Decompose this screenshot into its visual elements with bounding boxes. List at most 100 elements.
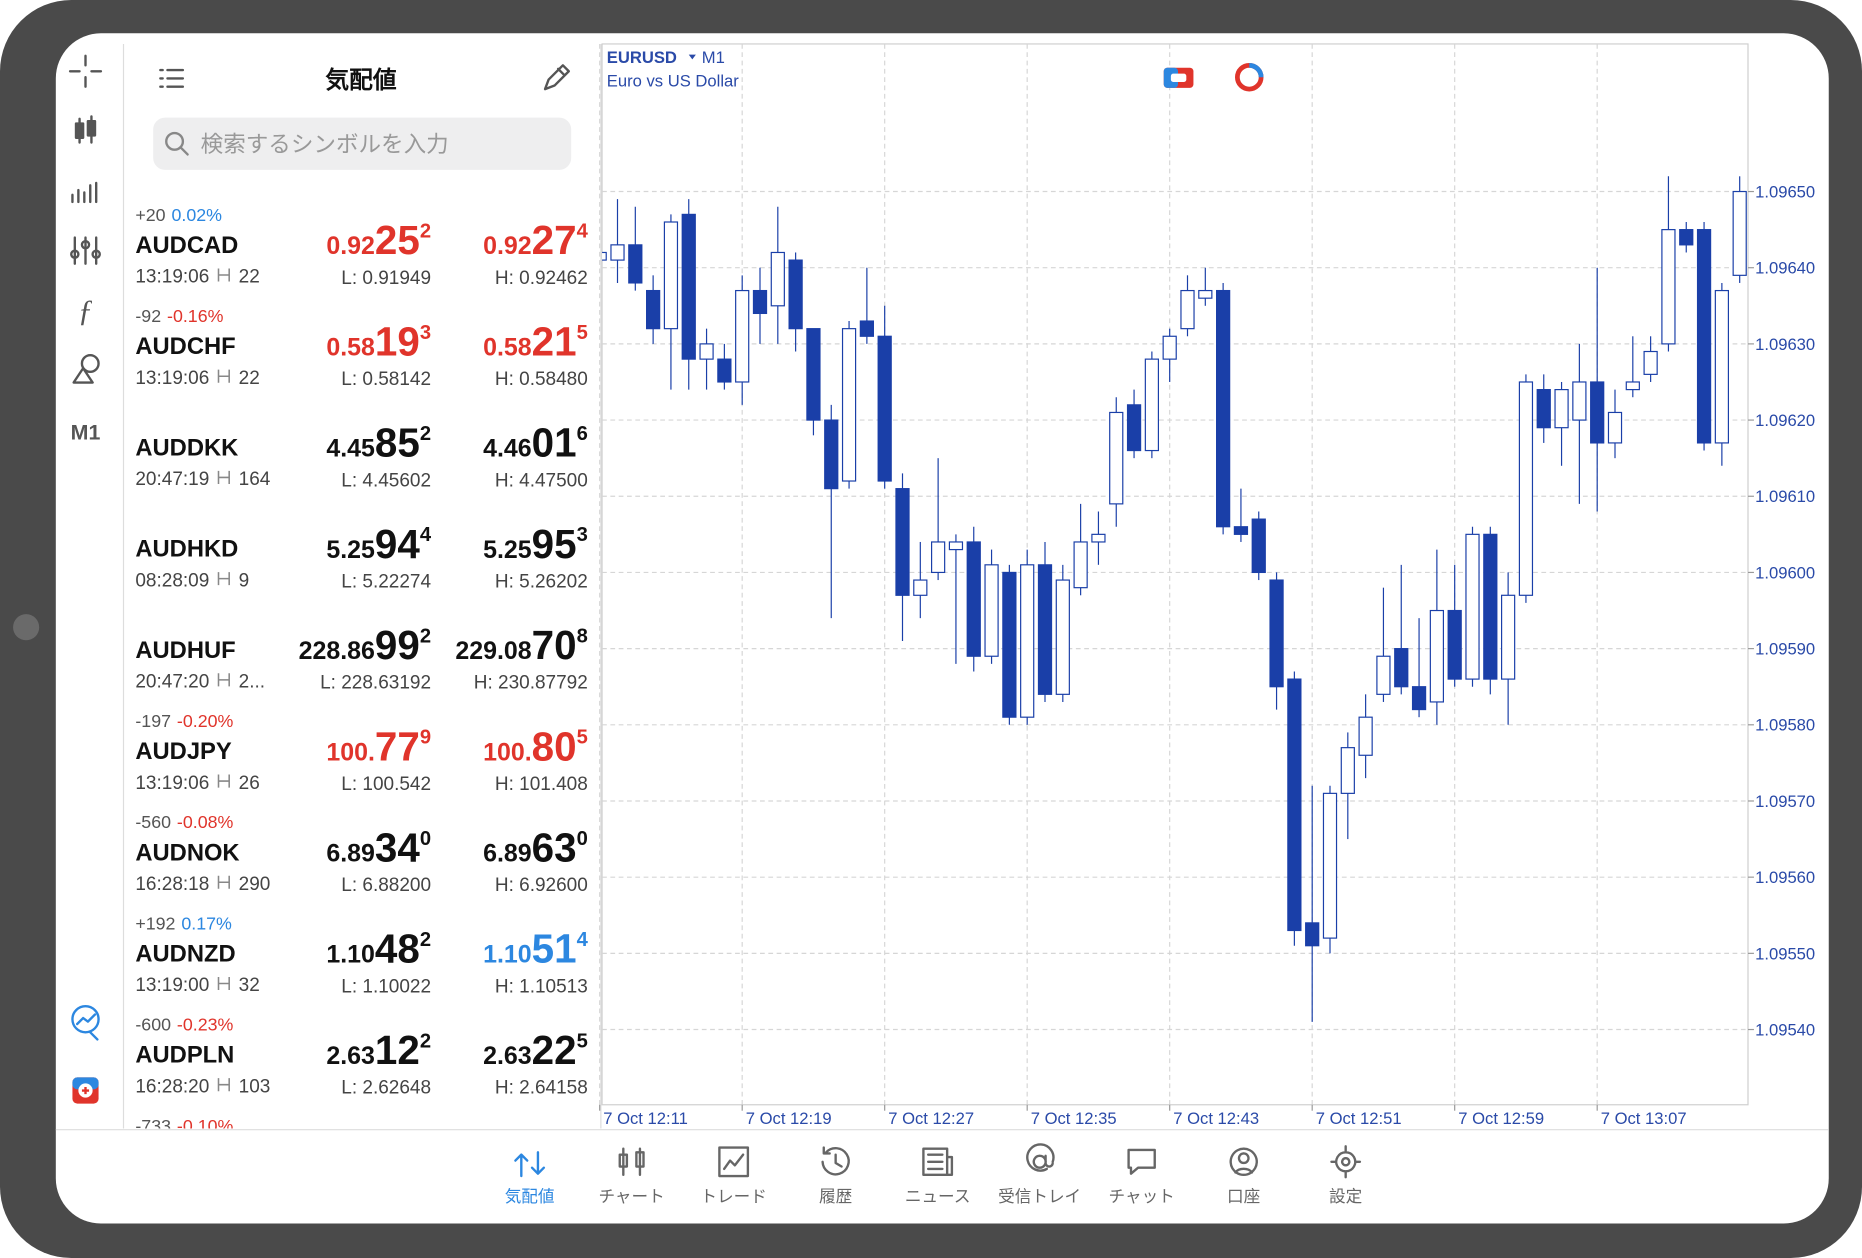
price-small: 2 <box>420 625 431 647</box>
tab-icon <box>1127 1148 1156 1175</box>
quote-time: 13:19:06 <box>135 267 209 288</box>
change-line: -92 -0.16% <box>135 306 223 326</box>
candle <box>1305 785 1320 1022</box>
quote-row[interactable]: -733 -0.10% <box>135 1116 233 1136</box>
price-prefix: 100. <box>483 738 532 766</box>
objects-icon[interactable] <box>72 353 100 384</box>
candle-body <box>788 259 803 330</box>
tab[interactable]: ニュース <box>905 1147 971 1206</box>
tab[interactable]: チャート <box>598 1147 665 1206</box>
change-percent: 0.02% <box>172 205 223 225</box>
tab[interactable]: 受信トレイ <box>998 1143 1081 1206</box>
tab[interactable]: トレード <box>700 1146 767 1207</box>
price-prefix: 0.92 <box>483 232 532 260</box>
candle <box>770 206 785 344</box>
tab-label: チャット <box>1109 1187 1175 1206</box>
price-small: 4 <box>577 929 589 951</box>
candle <box>806 328 821 436</box>
trade-levels-icon[interactable] <box>1235 62 1264 92</box>
candle-body <box>628 244 643 284</box>
y-tick-label: 1.09540 <box>1755 1020 1815 1039</box>
list-icon[interactable] <box>159 68 185 88</box>
one-click-trading-icon[interactable] <box>1163 67 1194 88</box>
tab[interactable]: 口座 <box>1227 1147 1260 1206</box>
tab[interactable]: 履歴 <box>819 1146 852 1207</box>
price-prefix: 6.89 <box>326 839 375 867</box>
edit-icon[interactable] <box>543 64 570 91</box>
tab[interactable]: 気配値 <box>505 1151 555 1206</box>
tab-icon <box>718 1146 750 1178</box>
bid-price: 1.10482 <box>326 926 431 972</box>
candle <box>1732 176 1747 283</box>
price-big: 63 <box>532 824 577 870</box>
price-small: 9 <box>420 727 431 749</box>
price-prefix: 0.58 <box>326 333 375 361</box>
candle-body <box>1180 289 1195 330</box>
trade-icon[interactable] <box>71 1004 100 1041</box>
candle-body <box>646 289 661 330</box>
candle-body <box>770 251 785 307</box>
function-icon[interactable]: ƒ <box>78 293 93 328</box>
quote-time: 20:47:20 <box>135 672 209 693</box>
candle <box>1180 275 1195 337</box>
search-box[interactable] <box>153 117 572 170</box>
candle <box>895 473 910 642</box>
bars-icon[interactable] <box>71 181 98 204</box>
quote-row[interactable]: AUDHUF 20:47:20 2... 228.86992 229.08708 L: 2… <box>135 622 587 694</box>
search-icon <box>165 131 189 156</box>
candle-body <box>1643 350 1658 375</box>
x-tick-label: 7 Oct 12:27 <box>888 1109 974 1128</box>
chart-symbol[interactable]: EURUSD <box>607 48 677 67</box>
spread: 32 <box>239 975 260 996</box>
candle <box>1091 511 1106 565</box>
candle <box>1394 564 1409 695</box>
candle-body <box>1501 594 1516 680</box>
candle-body <box>913 579 928 596</box>
candle-body <box>1376 655 1391 695</box>
quote-row[interactable]: AUDDKK 20:47:19 164 4.45852 4.46016 L: 4.4560… <box>135 420 587 492</box>
ask-price: 2.63225 <box>483 1027 588 1073</box>
candles-icon[interactable] <box>74 115 97 144</box>
tab[interactable]: 設定 <box>1329 1145 1362 1206</box>
candle-body <box>806 328 821 421</box>
change-percent: -0.16% <box>167 306 224 326</box>
candle <box>1287 671 1302 946</box>
day-low: L: 1.10022 <box>341 976 431 997</box>
tab-label: 受信トレイ <box>998 1187 1081 1206</box>
spread: 26 <box>239 773 260 794</box>
candle-body <box>824 419 839 490</box>
timeframe-button[interactable]: M1 <box>71 421 101 445</box>
y-tick-label: 1.09610 <box>1755 487 1815 506</box>
y-tick-label: 1.09570 <box>1755 792 1815 811</box>
price-small: 0 <box>577 828 588 850</box>
candle-body <box>1714 289 1729 444</box>
symbol-dropdown[interactable] <box>688 54 696 60</box>
candle-body <box>1109 411 1124 505</box>
quote-time: 20:47:19 <box>135 469 209 490</box>
candle-body <box>1483 533 1498 680</box>
price-small: 0 <box>420 828 431 850</box>
one-click-icon[interactable] <box>72 1077 99 1104</box>
day-high: H: 1.10513 <box>495 976 588 997</box>
price-big: 51 <box>532 926 577 972</box>
price-prefix: 2.63 <box>326 1042 375 1070</box>
spread-icon <box>217 268 230 282</box>
tab-icon <box>821 1146 850 1176</box>
search-placeholder: 検索するシンボルを入力 <box>201 132 449 157</box>
crosshair-icon[interactable] <box>68 54 103 88</box>
price-small: 5 <box>577 1030 588 1052</box>
spread-icon <box>217 976 230 991</box>
candle <box>1447 564 1462 687</box>
spread: 22 <box>239 368 260 389</box>
tab[interactable]: チャット <box>1109 1148 1175 1206</box>
indicators-icon[interactable] <box>70 236 101 265</box>
candle-body <box>1465 533 1480 680</box>
